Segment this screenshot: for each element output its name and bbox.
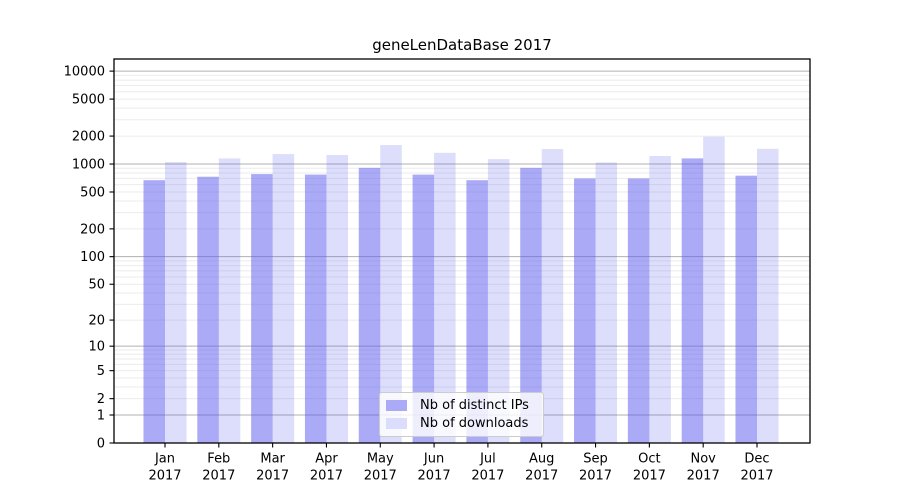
legend-item-distinct-ips: Nb of distinct IPs (386, 398, 537, 413)
bar-downloads-aug (541, 149, 564, 443)
plot-frame (113, 58, 811, 444)
y-tick-label: 10000 (64, 65, 105, 80)
x-tick-label-month: Mar (260, 452, 285, 467)
bar-downloads-nov (703, 136, 725, 443)
bar-distinct-ips-apr (304, 174, 327, 443)
x-tick-label-month: Apr (315, 452, 338, 467)
x-tick-label-year: 2017 (418, 469, 451, 484)
legend-label-distinct-ips: Nb of distinct IPs (420, 398, 529, 413)
x-tick-label-month: Oct (638, 452, 660, 467)
bar-distinct-ips-feb (197, 176, 219, 443)
bar-distinct-ips-may (358, 167, 381, 443)
bar-downloads-apr (326, 155, 348, 443)
y-tick-label: 2000 (72, 130, 105, 145)
bar-downloads-dec (756, 148, 779, 443)
x-tick-label-year: 2017 (310, 469, 343, 484)
x-tick-label-year: 2017 (687, 469, 720, 484)
bar-distinct-ips-nov (681, 158, 704, 443)
x-tick-label-month: Aug (529, 452, 554, 467)
x-tick-label-year: 2017 (148, 469, 181, 484)
x-tick-label-year: 2017 (364, 469, 397, 484)
y-tick-label: 20 (88, 314, 105, 329)
bar-downloads-feb (218, 158, 241, 443)
bar-downloads-oct (649, 156, 671, 443)
x-tick-label-year: 2017 (633, 469, 666, 484)
legend-swatch-distinct-ips (386, 400, 407, 411)
bar-distinct-ips-dec (735, 175, 757, 443)
x-tick-label-month: Jan (154, 452, 175, 467)
bar-distinct-ips-sep (574, 178, 596, 443)
bar-downloads-jan (165, 162, 187, 444)
bar-distinct-ips-jan (143, 180, 165, 443)
x-tick-label-month: May (367, 452, 394, 467)
y-tick-label: 5 (97, 364, 105, 379)
legend-swatch-downloads (386, 418, 407, 429)
x-tick-label-year: 2017 (471, 469, 504, 484)
y-tick-label: 5000 (72, 93, 105, 108)
x-tick-label-month: Nov (690, 452, 716, 467)
x-tick-label-year: 2017 (579, 469, 612, 484)
legend-item-downloads: Nb of downloads (386, 416, 537, 431)
y-tick-label: 50 (88, 278, 105, 293)
legend: Nb of distinct IPs Nb of downloads (379, 392, 544, 437)
x-tick-label-month: Jun (423, 452, 444, 467)
bar-downloads-jun (434, 152, 456, 443)
x-tick-label-year: 2017 (202, 469, 235, 484)
y-tick-label: 100 (80, 250, 105, 265)
x-tick-label-year: 2017 (740, 469, 773, 484)
bar-distinct-ips-oct (627, 178, 650, 443)
y-tick-label: 1 (97, 409, 105, 424)
legend-label-downloads: Nb of downloads (420, 416, 529, 431)
y-tick-label: 0 (97, 437, 105, 452)
chart-title: geneLenDataBase 2017 (372, 36, 552, 54)
y-tick-label: 10 (88, 340, 105, 355)
x-tick-label-year: 2017 (525, 469, 558, 484)
bar-distinct-ips-jun (412, 174, 435, 443)
y-tick-label: 200 (80, 222, 105, 237)
x-tick-label-month: Jul (479, 452, 496, 467)
bar-distinct-ips-aug (520, 167, 542, 443)
y-tick-label: 2 (97, 392, 105, 407)
x-tick-label-year: 2017 (256, 469, 289, 484)
bar-distinct-ips-jul (466, 180, 488, 443)
bar-downloads-sep (595, 162, 618, 443)
bar-downloads-may (380, 145, 402, 443)
y-tick-label: 500 (80, 185, 105, 200)
x-tick-label-month: Feb (207, 452, 230, 467)
bar-distinct-ips-mar (251, 174, 273, 443)
x-tick-label-month: Dec (744, 452, 769, 467)
bar-downloads-mar (272, 154, 295, 443)
bar-downloads-jul (487, 159, 510, 443)
x-tick-label-month: Sep (583, 452, 608, 467)
y-tick-label: 1000 (72, 158, 105, 173)
